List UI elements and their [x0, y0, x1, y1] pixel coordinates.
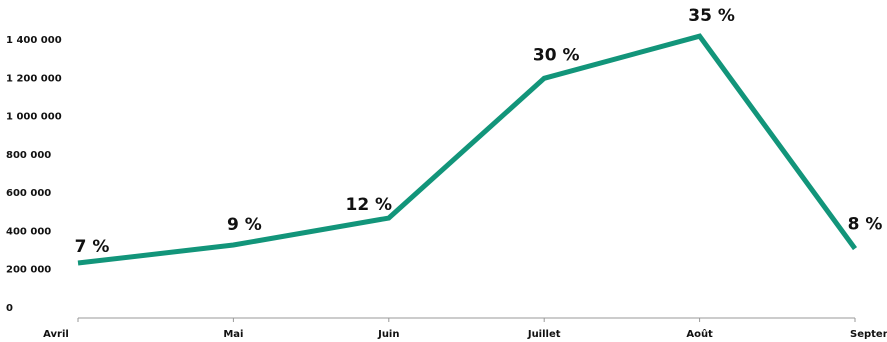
y-tick-label: 0 — [6, 303, 13, 314]
x-tick-label: Avril — [43, 329, 69, 340]
y-tick-label: 1 200 000 — [6, 73, 62, 84]
x-tick-label: Août — [686, 328, 713, 340]
x-tick-label: Juillet — [527, 329, 561, 340]
data-label: 12 % — [345, 195, 392, 215]
data-label: 30 % — [533, 45, 580, 65]
x-tick-label: Juin — [377, 329, 399, 340]
x-tick-label: Septembre — [850, 329, 887, 340]
y-tick-label: 1 000 000 — [6, 112, 62, 123]
data-label: 35 % — [688, 6, 735, 26]
y-tick-label: 200 000 — [6, 265, 51, 276]
line — [77, 33, 858, 266]
x-tick-label: Mai — [223, 329, 243, 340]
data-label: 8 % — [848, 215, 883, 235]
y-tick-label: 1 400 000 — [6, 35, 62, 46]
y-tick-label: 800 000 — [6, 150, 51, 161]
y-tick-label: 400 000 — [6, 226, 51, 237]
y-tick-label: 600 000 — [6, 188, 51, 199]
data-label: 9 % — [227, 215, 262, 235]
data-label: 7 % — [75, 237, 110, 257]
